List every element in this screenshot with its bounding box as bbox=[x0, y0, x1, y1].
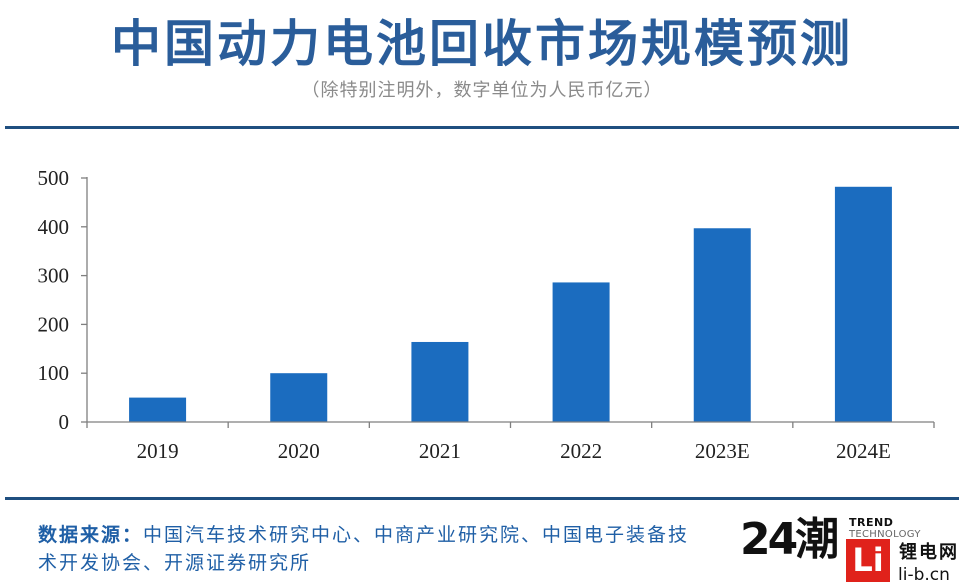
bar-2021 bbox=[411, 341, 469, 422]
bar-2019 bbox=[129, 397, 187, 422]
footer-divider bbox=[5, 497, 959, 500]
x-tick-label: 2023E bbox=[695, 439, 750, 463]
header-divider bbox=[5, 126, 959, 129]
bar-chart: 2019 2020 2021 2022 2023E 2024E 0 100 200 300 400 5… bbox=[38, 166, 935, 463]
bar-2023e bbox=[693, 228, 751, 422]
data-source-label: 数据来源： bbox=[38, 524, 144, 546]
site-name-logo-text: 锂电网 bbox=[899, 542, 959, 563]
bar-2022 bbox=[552, 282, 610, 422]
site-url-text: li-b.cn bbox=[898, 565, 950, 585]
bar-2024e bbox=[834, 186, 892, 422]
chart-title: 中国动力电池回收市场规模预测 bbox=[111, 15, 853, 73]
chart-subtitle: （除特别注明外，数字单位为人民币亿元） bbox=[301, 80, 663, 101]
y-tick-label: 200 bbox=[38, 312, 70, 336]
li-logo-mark: Li bbox=[846, 539, 890, 582]
x-tick-label: 2021 bbox=[419, 439, 461, 463]
y-tick-label: 500 bbox=[38, 166, 70, 190]
y-tick-label: 0 bbox=[59, 410, 70, 434]
x-tick-label: 2019 bbox=[137, 439, 179, 463]
y-tick-label: 400 bbox=[38, 215, 70, 239]
data-source-note: 数据来源：中国汽车技术研究中心、中商产业研究院、中国电子装备技术开发协会、开源证… bbox=[38, 521, 708, 577]
x-tick-label: 2020 bbox=[278, 439, 320, 463]
brand-logo-technology-text: TECHNOLOGY bbox=[849, 529, 921, 540]
bar-2020 bbox=[270, 373, 328, 422]
y-tick-label: 100 bbox=[38, 361, 70, 385]
data-source-text: 中国汽车技术研究中心、中商产业研究院、中国电子装备技术开发协会、开源证券研究所 bbox=[38, 524, 690, 574]
y-tick-label: 300 bbox=[38, 264, 70, 288]
x-tick-label: 2022 bbox=[560, 439, 602, 463]
brand-logo-trend-text: TREND bbox=[849, 516, 894, 529]
x-tick-label: 2024E bbox=[836, 439, 891, 463]
brand-logo-24chao: 24潮 bbox=[740, 514, 839, 565]
